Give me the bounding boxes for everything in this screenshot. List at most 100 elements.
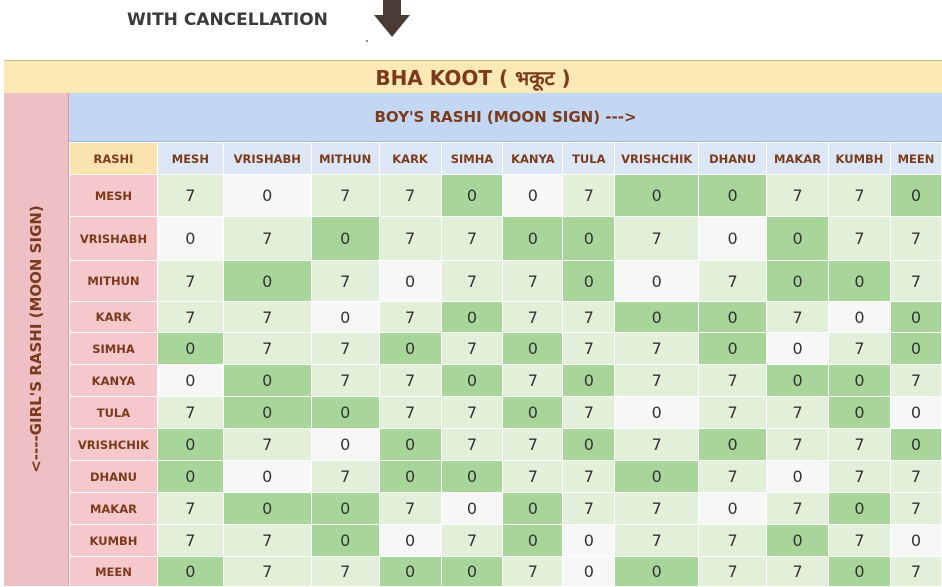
matrix-cell: 7 [828,428,891,461]
matrix-cell: 7 [889,260,942,302]
matrix-cell: 0 [222,492,312,525]
row-header: MITHUN [69,260,158,302]
matrix-cell: 7 [889,216,942,261]
matrix-cell: 0 [378,556,442,587]
matrix-cell: 0 [222,174,312,217]
column-header: VRISHCHIK [614,142,700,175]
matrix-cell: 7 [156,260,224,302]
matrix-cell: 0 [698,428,768,461]
matrix-cell: 7 [222,301,312,333]
table-row: MEEN 0 7 7 0 0 7 0 0 7 7 0 7 [69,556,942,587]
matrix-cell: 0 [766,216,830,261]
table-row: KARK 7 7 0 7 0 7 7 0 0 7 0 0 [69,301,942,333]
matrix-cell: 0 [378,260,442,302]
matrix-cell: 7 [766,556,830,587]
matrix-cell: 7 [562,174,616,217]
column-header-row: RASHI MESH VRISHABH MITHUN KARK SIMHA KA… [69,142,942,175]
matrix-cell: 7 [766,428,830,461]
matrix-cell: 0 [222,460,312,493]
matrix-cell: 7 [222,216,312,261]
matrix-cell: 7 [378,364,442,397]
matrix-cell: 0 [698,216,768,261]
matrix-cell: 7 [562,301,616,333]
matrix-cell: 7 [766,174,830,217]
matrix-cell: 0 [766,460,830,493]
matrix-cell: 0 [440,301,504,333]
row-header: MAKAR [69,492,158,525]
matrix-cell: 0 [562,524,616,557]
matrix-cell: 0 [828,556,891,587]
row-header: VRISHCHIK [69,428,158,461]
matrix-cell: 0 [889,301,942,333]
table-row: VRISHCHIK 0 7 0 0 7 7 0 7 0 7 7 0 [69,428,942,461]
matrix-cell: 0 [378,460,442,493]
matrix-cell: 0 [828,364,891,397]
matrix-cell: 0 [502,332,564,365]
column-header: MITHUN [310,142,380,175]
matrix-cell: 7 [828,524,891,557]
matrix-cell: 7 [156,396,224,429]
matrix-cell: 0 [156,460,224,493]
row-header: KARK [69,301,158,333]
column-header: MAKAR [766,142,830,175]
matrix-cell: 7 [440,524,504,557]
matrix-cell: 7 [310,332,380,365]
matrix-cell: 0 [310,216,380,261]
matrix-cell: 7 [502,260,564,302]
matrix-cell: 0 [440,556,504,587]
matrix-cell: 0 [562,556,616,587]
matrix-cell: 0 [440,364,504,397]
matrix-cell: 7 [502,301,564,333]
matrix-cell: 0 [502,492,564,525]
column-header: MEEN [889,142,942,175]
matrix-cell: 0 [378,332,442,365]
row-header: KUMBH [69,524,158,557]
matrix-cell: 0 [614,556,700,587]
matrix-cell: 0 [562,260,616,302]
table-row: KANYA 0 0 7 7 0 7 0 7 7 0 0 7 [69,364,942,397]
column-header: MESH [156,142,224,175]
matrix-cell: 7 [562,332,616,365]
corner-label: RASHI [69,142,158,175]
row-header: SIMHA [69,332,158,365]
column-header: TULA [562,142,616,175]
column-header: VRISHABH [222,142,312,175]
matrix-cell: 7 [766,396,830,429]
matrix-cell: 0 [698,174,768,217]
matrix-cell: 7 [222,524,312,557]
matrix-cell: 0 [310,492,380,525]
matrix-cell: 7 [222,428,312,461]
row-header: TULA [69,396,158,429]
matrix-cell: 0 [156,332,224,365]
matrix-cell: 0 [378,524,442,557]
matrix-cell: 7 [310,260,380,302]
matrix-cell: 0 [766,260,830,302]
matrix-cell: 0 [222,396,312,429]
matrix-cell: 7 [698,260,768,302]
matrix-cell: 0 [614,460,700,493]
matrix-cell: 0 [502,216,564,261]
row-header: MESH [69,174,158,217]
matrix-cell: 0 [378,428,442,461]
matrix-cell: 0 [889,396,942,429]
matrix-cell: 0 [156,428,224,461]
matrix-cell: 0 [440,174,504,217]
table-row: VRISHABH 0 7 0 7 7 0 0 7 0 0 7 7 [69,216,942,261]
matrix-cell: 0 [562,364,616,397]
girl-rashi-header: <----GIRL'S RASHI (MOON SIGN) [27,205,45,473]
matrix-cell: 7 [502,364,564,397]
boy-rashi-header: BOY'S RASHI (MOON SIGN) ---> [69,93,942,142]
matrix-cell: 7 [502,556,564,587]
matrix-cell: 7 [889,364,942,397]
column-header: KUMBH [828,142,891,175]
matrix-cell: 7 [614,216,700,261]
matrix-cell: 0 [440,492,504,525]
matrix-cell: 7 [156,492,224,525]
table-row: MAKAR 7 0 0 7 0 0 7 7 0 7 0 7 [69,492,942,525]
matrix-cell: 7 [614,428,700,461]
matrix-cell: 7 [502,428,564,461]
matrix-cell: 0 [310,396,380,429]
matrix-cell: 0 [502,396,564,429]
matrix-cell: 0 [156,556,224,587]
matrix-cell: 0 [889,428,942,461]
